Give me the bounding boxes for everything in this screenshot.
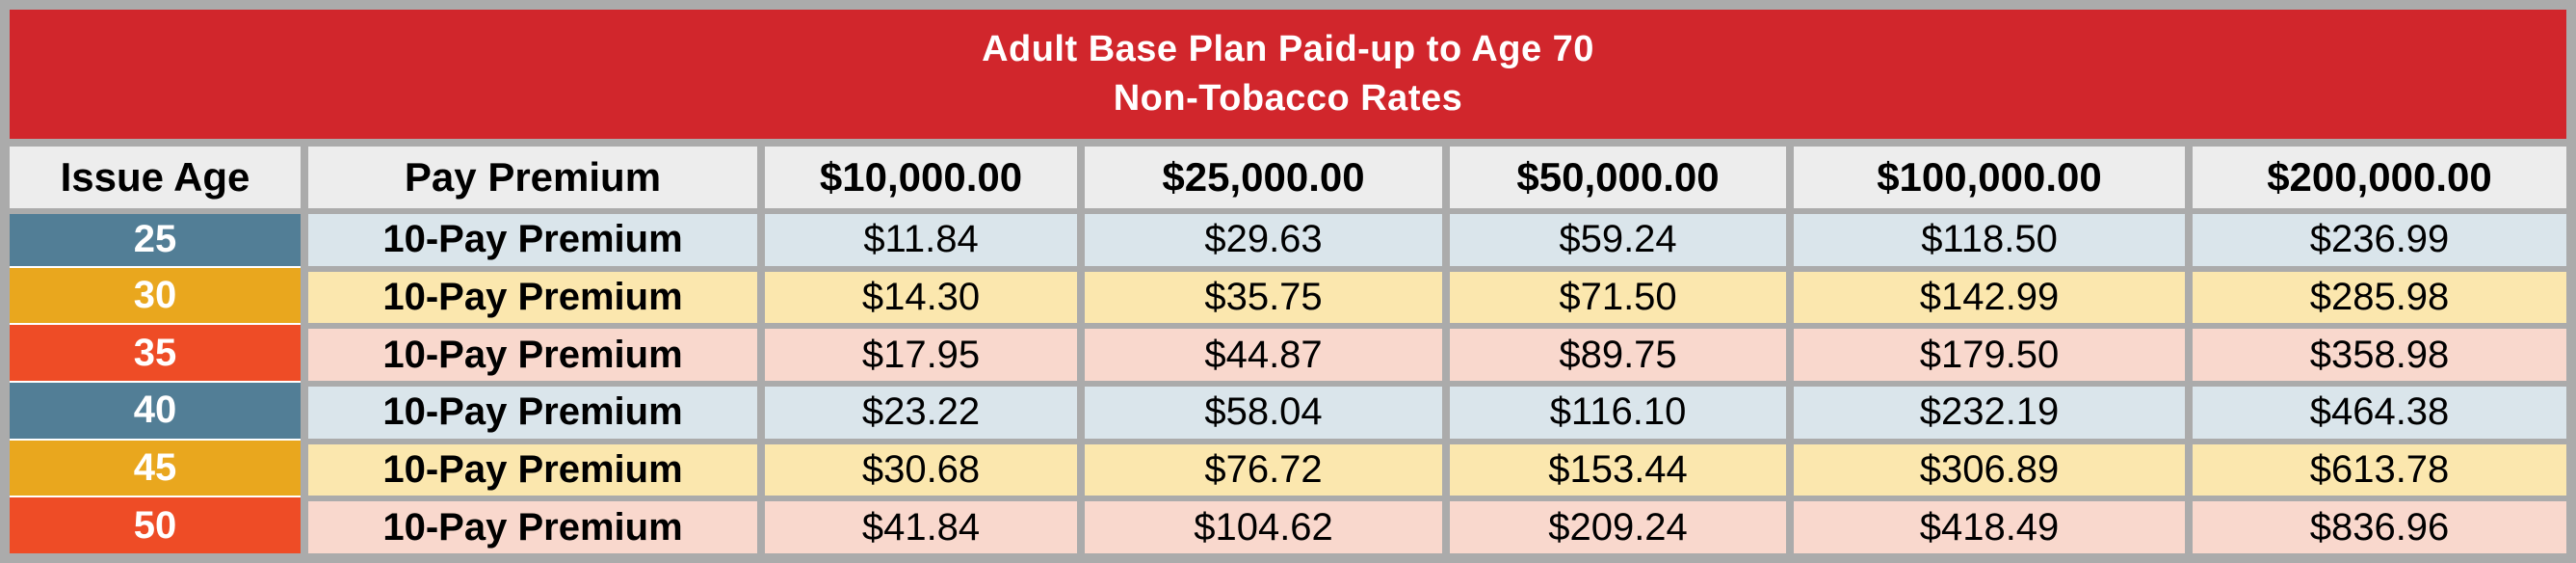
table-subtitle: Non-Tobacco Rates: [1113, 78, 1463, 119]
rate-cell: $464.38: [2193, 387, 2566, 439]
rate-cell: $35.75: [1085, 271, 1442, 324]
issue-age-cell: 50: [10, 496, 301, 553]
column-header-100000: $100,000.00: [1794, 147, 2185, 208]
rate-cell: $209.24: [1450, 501, 1786, 553]
rate-cell: $76.72: [1085, 443, 1442, 496]
pay-premium-cell: 10-Pay Premium: [308, 443, 757, 496]
rate-cell: $236.99: [2193, 214, 2566, 266]
pay-premium-cell: 10-Pay Premium: [308, 387, 757, 439]
pay-premium-cell: 10-Pay Premium: [308, 329, 757, 381]
rate-cell: $418.49: [1794, 501, 2185, 553]
pay-premium-cell: 10-Pay Premium: [308, 501, 757, 553]
rate-cell: $17.95: [765, 329, 1077, 381]
rate-cell: $30.68: [765, 443, 1077, 496]
issue-age-cell: 40: [10, 381, 301, 439]
pay-premium-cell: 10-Pay Premium: [308, 271, 757, 324]
issue-age-cell: 35: [10, 323, 301, 381]
rate-cell: $11.84: [765, 214, 1077, 266]
rate-cell: $179.50: [1794, 329, 2185, 381]
rate-cell: $29.63: [1085, 214, 1442, 266]
column-header-pay-premium: Pay Premium: [308, 147, 757, 208]
column-header-10000: $10,000.00: [765, 147, 1077, 208]
column-header-issue-age: Issue Age: [10, 147, 301, 208]
issue-age-cell: 25: [10, 214, 301, 266]
column-header-25000: $25,000.00: [1085, 147, 1442, 208]
rate-cell: $71.50: [1450, 271, 1786, 324]
rate-cell: $58.04: [1085, 387, 1442, 439]
pay-premium-cell: 10-Pay Premium: [308, 214, 757, 266]
rate-cell: $104.62: [1085, 501, 1442, 553]
rate-cell: $14.30: [765, 271, 1077, 324]
rate-cell: $142.99: [1794, 271, 2185, 324]
rate-cell: $89.75: [1450, 329, 1786, 381]
rate-cell: $358.98: [2193, 329, 2566, 381]
rate-cell: $59.24: [1450, 214, 1786, 266]
rate-cell: $23.22: [765, 387, 1077, 439]
rate-cell: $41.84: [765, 501, 1077, 553]
rate-cell: $153.44: [1450, 443, 1786, 496]
issue-age-cell: 45: [10, 438, 301, 496]
column-header-50000: $50,000.00: [1450, 147, 1786, 208]
rate-cell: $44.87: [1085, 329, 1442, 381]
rate-cell: $306.89: [1794, 443, 2185, 496]
rate-cell: $613.78: [2193, 443, 2566, 496]
rate-cell: $285.98: [2193, 271, 2566, 324]
column-header-200000: $200,000.00: [2193, 147, 2566, 208]
table-title-banner: Adult Base Plan Paid-up to Age 70 Non-To…: [10, 10, 2566, 139]
table-title: Adult Base Plan Paid-up to Age 70: [982, 28, 1594, 69]
rate-table: Issue Age Pay Premium $10,000.00 $25,000…: [10, 147, 2566, 553]
rate-cell: $118.50: [1794, 214, 2185, 266]
rate-cell: $116.10: [1450, 387, 1786, 439]
issue-age-cell: 30: [10, 265, 301, 324]
rate-cell: $836.96: [2193, 501, 2566, 553]
rate-cell: $232.19: [1794, 387, 2185, 439]
